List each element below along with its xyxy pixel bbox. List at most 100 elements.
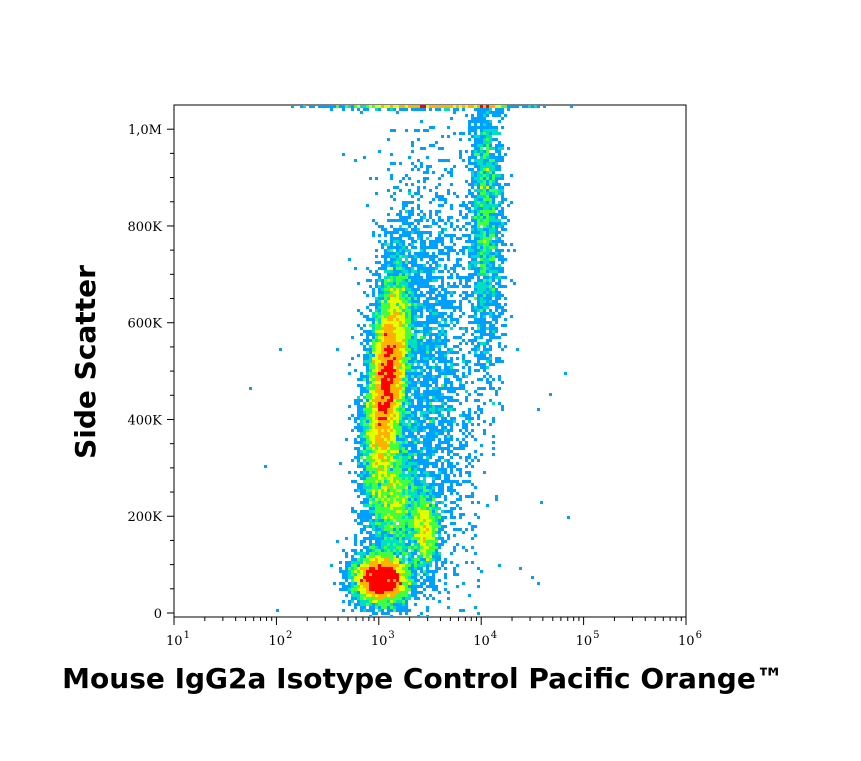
data-point — [477, 330, 480, 333]
data-point — [459, 276, 462, 279]
data-point — [390, 474, 393, 477]
data-point — [498, 186, 501, 189]
data-point — [360, 399, 363, 402]
data-point — [477, 126, 480, 129]
data-point — [495, 234, 498, 237]
data-point — [432, 495, 435, 498]
data-point — [348, 573, 351, 576]
data-point — [375, 318, 378, 321]
data-point — [423, 177, 426, 180]
data-point — [474, 390, 477, 393]
data-point — [384, 426, 387, 429]
data-point — [399, 288, 402, 291]
data-point — [396, 330, 399, 333]
data-point — [423, 438, 426, 441]
data-point — [357, 411, 360, 414]
data-point — [423, 129, 426, 132]
data-point — [405, 525, 408, 528]
data-point — [399, 600, 402, 603]
data-point — [492, 420, 495, 423]
data-point — [396, 450, 399, 453]
data-point — [408, 471, 411, 474]
data-point — [465, 423, 468, 426]
data-point — [378, 594, 381, 597]
data-point — [402, 300, 405, 303]
data-point — [474, 297, 477, 300]
data-point — [465, 528, 468, 531]
data-point — [351, 576, 354, 579]
data-point — [405, 489, 408, 492]
data-point — [399, 489, 402, 492]
data-point — [417, 288, 420, 291]
data-point — [531, 105, 534, 108]
data-point — [435, 408, 438, 411]
data-point — [480, 387, 483, 390]
data-point — [444, 336, 447, 339]
data-point — [369, 456, 372, 459]
data-point — [408, 105, 411, 108]
data-point — [435, 243, 438, 246]
data-point — [405, 219, 408, 222]
data-point — [408, 405, 411, 408]
data-point — [474, 198, 477, 201]
data-point — [453, 375, 456, 378]
data-point — [399, 471, 402, 474]
data-point — [369, 561, 372, 564]
data-point — [405, 531, 408, 534]
data-point — [417, 597, 420, 600]
data-point — [378, 558, 381, 561]
data-point — [423, 396, 426, 399]
data-point — [447, 324, 450, 327]
data-point — [477, 423, 480, 426]
data-point — [360, 408, 363, 411]
data-point — [501, 408, 504, 411]
data-point — [432, 318, 435, 321]
data-point — [435, 504, 438, 507]
data-point — [420, 399, 423, 402]
data-point — [387, 138, 390, 141]
data-point — [393, 237, 396, 240]
data-point — [363, 345, 366, 348]
data-point — [372, 534, 375, 537]
data-point — [372, 471, 375, 474]
data-point — [393, 492, 396, 495]
data-point — [462, 513, 465, 516]
data-point — [375, 348, 378, 351]
data-point — [450, 273, 453, 276]
data-point — [360, 441, 363, 444]
data-point — [369, 552, 372, 555]
data-point — [414, 345, 417, 348]
data-point — [375, 525, 378, 528]
data-point — [375, 405, 378, 408]
data-point — [396, 507, 399, 510]
data-point — [426, 534, 429, 537]
data-point — [480, 216, 483, 219]
data-point — [501, 216, 504, 219]
data-point — [429, 405, 432, 408]
data-point — [378, 393, 381, 396]
data-point — [396, 444, 399, 447]
data-point — [477, 291, 480, 294]
data-point — [399, 393, 402, 396]
data-point — [498, 174, 501, 177]
data-point — [483, 120, 486, 123]
data-point — [411, 429, 414, 432]
data-point — [396, 357, 399, 360]
data-point — [390, 441, 393, 444]
data-point — [477, 378, 480, 381]
data-point — [399, 510, 402, 513]
data-point — [426, 474, 429, 477]
data-point — [444, 447, 447, 450]
data-point — [417, 387, 420, 390]
data-point — [399, 486, 402, 489]
data-point — [414, 384, 417, 387]
data-point — [489, 192, 492, 195]
data-point — [387, 399, 390, 402]
data-point — [372, 354, 375, 357]
data-point — [498, 231, 501, 234]
data-point — [414, 558, 417, 561]
data-point — [405, 210, 408, 213]
data-point — [417, 207, 420, 210]
data-point — [489, 294, 492, 297]
data-point — [369, 615, 372, 618]
